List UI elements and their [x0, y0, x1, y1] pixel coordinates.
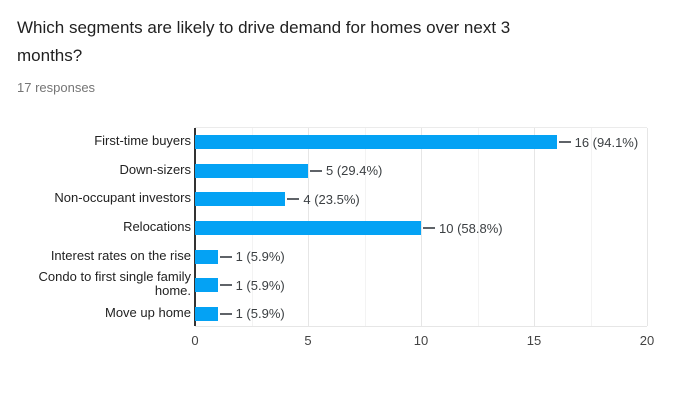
annotation-label: 1 (5.9%) [235, 306, 285, 322]
major-gridline [647, 128, 648, 326]
annotation-label: 5 (29.4%) [326, 163, 383, 179]
category-label: Condo to first single family home. [38, 269, 191, 299]
annotation-label: 16 (94.1%) [574, 134, 639, 150]
value-annotation: 16 (94.1%) [558, 134, 639, 150]
category-label: Interest rates on the rise [50, 247, 191, 263]
bar[interactable] [195, 249, 218, 264]
x-tick-label: 20 [639, 333, 655, 348]
minor-gridline [590, 128, 592, 326]
annotation-dash [558, 141, 571, 144]
annotation-label: 1 (5.9%) [235, 277, 285, 293]
value-annotation: 4 (23.5%) [287, 191, 360, 207]
major-gridline [421, 128, 422, 326]
category-axis: First-time buyers Down-sizers Non-occupant… [0, 127, 191, 327]
category-label: Move up home [105, 304, 191, 320]
annotation-dash [219, 255, 232, 258]
annotation-label: 10 (58.8%) [439, 220, 503, 236]
annotation-dash [219, 284, 232, 287]
major-gridline [534, 128, 535, 326]
annotation-dash [310, 169, 322, 172]
minor-gridline [477, 128, 479, 326]
plot-area: 16 (94.1%) 5 (29.4%) 4 (23.5%) 10 (58.8%) 1 … [194, 127, 648, 327]
value-annotation: 1 (5.9%) [219, 249, 285, 265]
annotation-dash [287, 198, 300, 201]
response-count: 17 responses [17, 80, 96, 95]
annotation-label: 1 (5.9%) [235, 249, 285, 265]
value-annotation: 1 (5.9%) [219, 277, 285, 293]
x-tick-label: 15 [526, 333, 542, 348]
annotation-label: 4 (23.5%) [303, 191, 360, 207]
bar[interactable] [195, 192, 286, 207]
category-label: Non-occupant investors [54, 190, 191, 206]
question-title: Which segments are likely to drive deman… [17, 18, 511, 65]
y-axis-line [194, 128, 196, 326]
bar[interactable] [195, 135, 557, 150]
x-axis: 0 5 10 15 20 [191, 333, 654, 349]
x-tick-label: 5 [304, 333, 312, 348]
x-tick-label: 10 [413, 333, 429, 348]
value-annotation: 1 (5.9%) [219, 306, 285, 322]
category-label: First-time buyers [94, 133, 191, 149]
bar[interactable] [195, 221, 421, 235]
bar[interactable] [195, 278, 218, 293]
annotation-dash [219, 312, 232, 315]
category-label: Down-sizers [119, 161, 191, 177]
bar[interactable] [195, 306, 218, 321]
bar[interactable] [195, 163, 308, 178]
value-annotation: 10 (58.8%) [423, 220, 503, 236]
x-tick-label: 0 [191, 333, 199, 348]
value-annotation: 5 (29.4%) [310, 163, 383, 179]
category-label: Relocations [123, 218, 191, 234]
annotation-dash [423, 227, 435, 229]
